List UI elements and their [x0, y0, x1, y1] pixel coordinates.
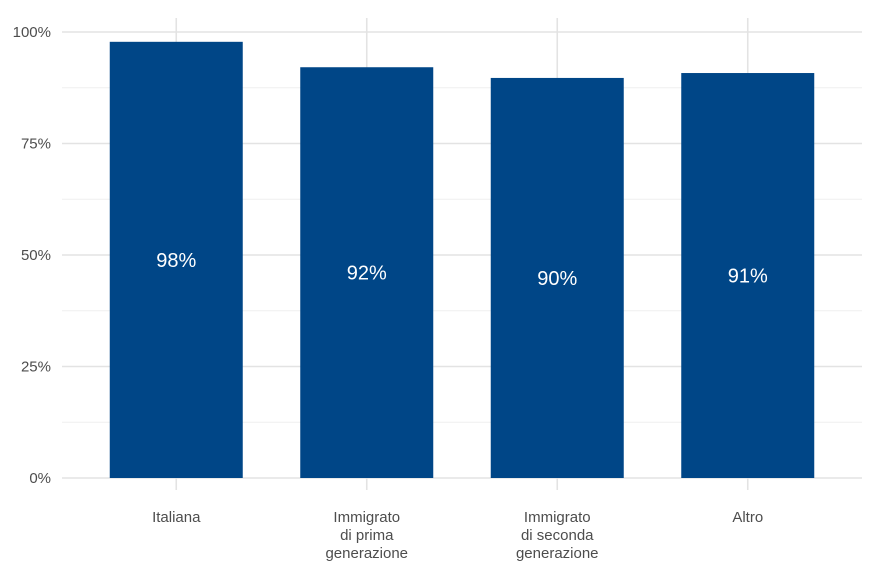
- bar: [490, 77, 624, 479]
- bar: [681, 73, 815, 479]
- x-tick-label: Immigrato di seconda generazione: [516, 509, 599, 562]
- y-tick-label: 75%: [21, 136, 51, 153]
- x-tick-label-line: generazione: [325, 545, 408, 562]
- bar: [300, 67, 434, 478]
- x-tick-label-line: Immigrato: [333, 509, 400, 526]
- bars: [109, 41, 815, 479]
- y-tick-label: 25%: [21, 359, 51, 376]
- data-labels: 98% 92% 90% 91%: [156, 250, 768, 290]
- x-tick-label: Italiana: [152, 509, 201, 526]
- x-axis: Italiana Immigrato di prima generazioneImmi…: [152, 509, 763, 562]
- y-tick-label: 50%: [21, 247, 51, 264]
- x-tick-label-line: Immigrato: [524, 509, 591, 526]
- y-axis: 0% 25% 50% 75% 100%: [13, 24, 51, 487]
- x-tick-label-line: Italiana: [152, 509, 201, 526]
- bar-value-label: 92%: [347, 263, 387, 285]
- y-tick-label: 100%: [13, 24, 51, 41]
- bar: [109, 41, 243, 478]
- bar-value-label: 91%: [728, 266, 768, 288]
- x-tick-label-line: di prima: [340, 527, 394, 544]
- bar-value-label: 90%: [537, 268, 577, 290]
- x-tick-label: Immigrato di prima generazione: [325, 509, 408, 562]
- x-tick-label-line: generazione: [516, 545, 599, 562]
- y-tick-label: 0%: [29, 470, 51, 487]
- x-tick-label-line: Altro: [732, 509, 763, 526]
- bar-value-label: 98%: [156, 250, 196, 272]
- x-tick-label: Altro: [732, 509, 763, 526]
- x-tick-label-line: di seconda: [521, 527, 594, 544]
